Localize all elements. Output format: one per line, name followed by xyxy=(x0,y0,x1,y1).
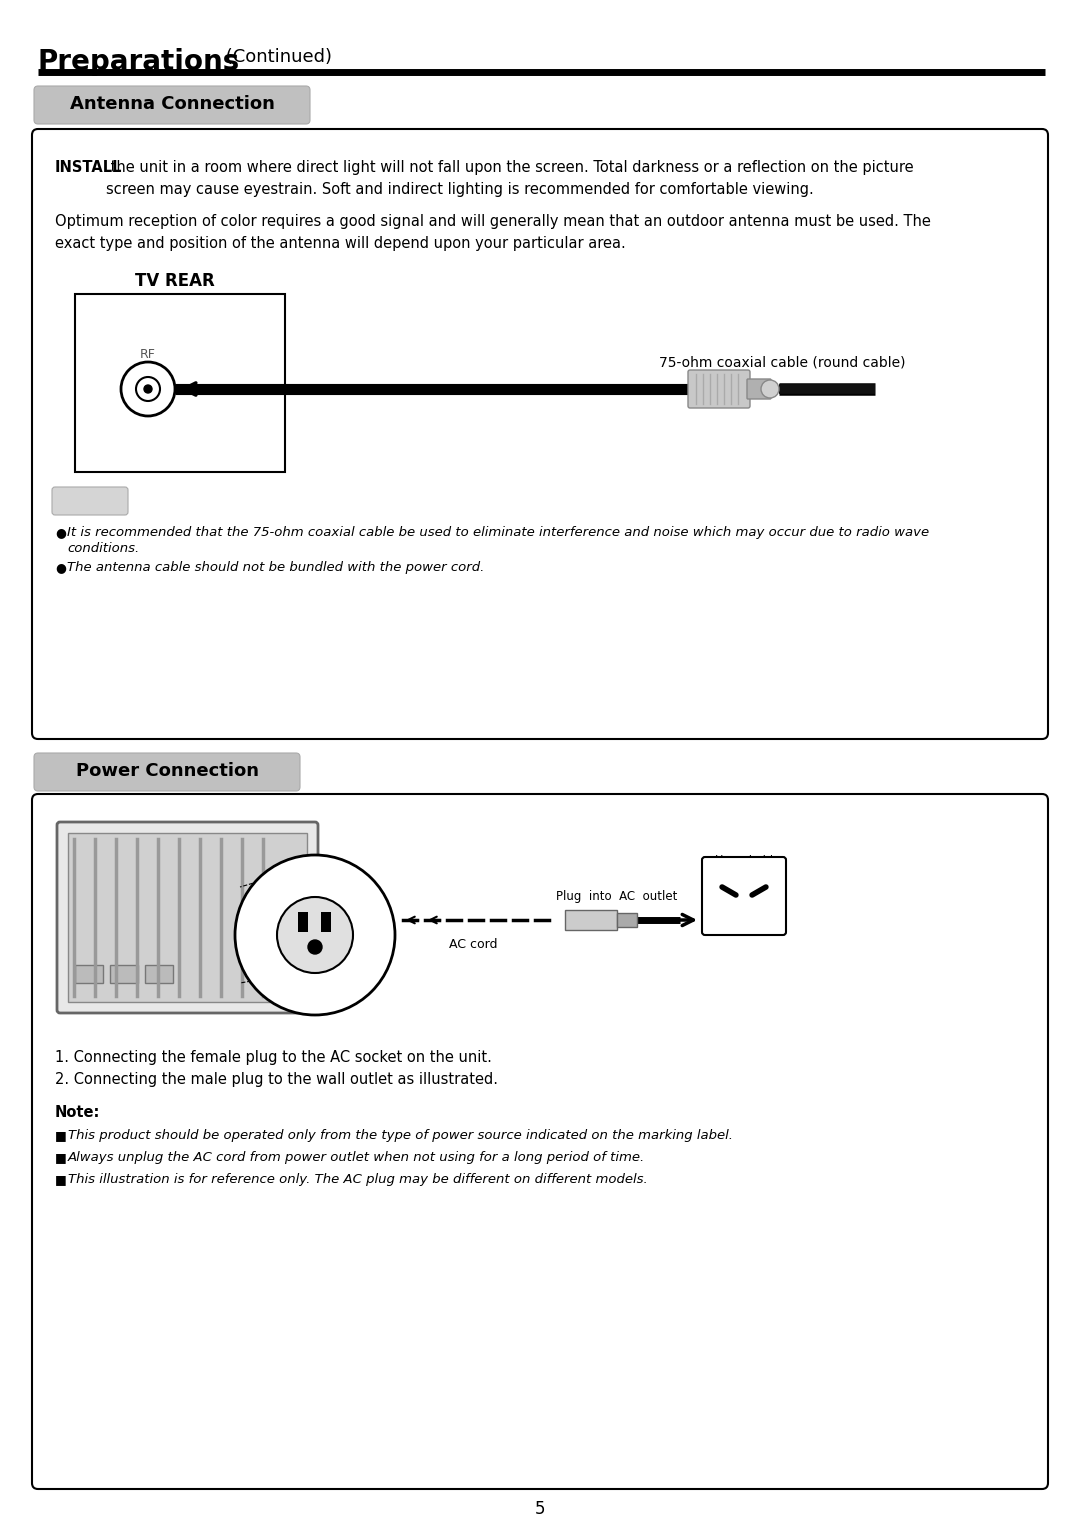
Text: TV REAR: TV REAR xyxy=(135,272,215,290)
Text: This illustration is for reference only. The AC plug may be different on differe: This illustration is for reference only.… xyxy=(68,1173,648,1186)
Bar xyxy=(565,910,617,930)
Text: power outlet: power outlet xyxy=(708,870,780,880)
Text: The antenna cable should not be bundled with the power cord.: The antenna cable should not be bundled … xyxy=(67,560,484,574)
Circle shape xyxy=(235,855,395,1015)
Text: It is recommended that the 75-ohm coaxial cable be used to eliminate interferenc: It is recommended that the 75-ohm coaxia… xyxy=(67,525,929,539)
Text: the unit in a room where direct light will not fall upon the screen. Total darkn: the unit in a room where direct light wi… xyxy=(106,160,914,197)
Text: Note: Note xyxy=(71,495,105,507)
Circle shape xyxy=(308,941,322,954)
Text: This product should be operated only from the type of power source indicated on : This product should be operated only fro… xyxy=(68,1128,733,1142)
Bar xyxy=(110,965,138,983)
Bar xyxy=(617,913,637,927)
FancyBboxPatch shape xyxy=(33,753,300,791)
Text: AC cord: AC cord xyxy=(449,938,497,951)
Bar xyxy=(145,965,173,983)
Text: ●: ● xyxy=(55,525,66,539)
Text: ●: ● xyxy=(55,560,66,574)
Text: Plug  into  AC  outlet: Plug into AC outlet xyxy=(556,890,677,902)
FancyBboxPatch shape xyxy=(32,794,1048,1489)
Bar xyxy=(75,295,285,472)
Circle shape xyxy=(136,377,160,402)
Bar xyxy=(75,965,103,983)
FancyBboxPatch shape xyxy=(52,487,129,515)
Text: (Continued): (Continued) xyxy=(220,47,332,66)
Text: ■: ■ xyxy=(55,1128,71,1142)
FancyBboxPatch shape xyxy=(57,822,318,1012)
FancyBboxPatch shape xyxy=(747,379,771,399)
Text: Antenna Connection: Antenna Connection xyxy=(69,95,274,113)
FancyBboxPatch shape xyxy=(702,857,786,935)
Text: Always unplug the AC cord from power outlet when not using for a long period of : Always unplug the AC cord from power out… xyxy=(68,1151,645,1164)
Bar xyxy=(321,912,330,931)
Bar xyxy=(298,912,308,931)
Text: conditions.: conditions. xyxy=(67,542,139,554)
Text: Note:: Note: xyxy=(55,1106,100,1119)
Text: Preparations: Preparations xyxy=(38,47,240,76)
FancyBboxPatch shape xyxy=(33,86,310,124)
Text: ■: ■ xyxy=(55,1151,71,1164)
Circle shape xyxy=(121,362,175,415)
Bar xyxy=(68,834,307,1002)
Circle shape xyxy=(761,380,779,399)
Circle shape xyxy=(276,896,353,973)
Text: 2. Connecting the male plug to the wall outlet as illustrated.: 2. Connecting the male plug to the wall … xyxy=(55,1072,498,1087)
Text: ♫: ♫ xyxy=(59,496,69,505)
Text: 5: 5 xyxy=(535,1500,545,1518)
Text: Power Connection: Power Connection xyxy=(76,762,258,780)
Text: INSTALL: INSTALL xyxy=(55,160,122,176)
FancyBboxPatch shape xyxy=(688,370,750,408)
Text: ■: ■ xyxy=(55,1173,71,1186)
FancyBboxPatch shape xyxy=(32,128,1048,739)
Text: Optimum reception of color requires a good signal and will generally mean that a: Optimum reception of color requires a go… xyxy=(55,214,931,250)
Text: Household: Household xyxy=(715,855,773,864)
Circle shape xyxy=(144,385,152,392)
Text: RF: RF xyxy=(140,348,156,360)
Text: 75-ohm coaxial cable (round cable): 75-ohm coaxial cable (round cable) xyxy=(659,354,905,370)
Text: 1. Connecting the female plug to the AC socket on the unit.: 1. Connecting the female plug to the AC … xyxy=(55,1051,491,1064)
